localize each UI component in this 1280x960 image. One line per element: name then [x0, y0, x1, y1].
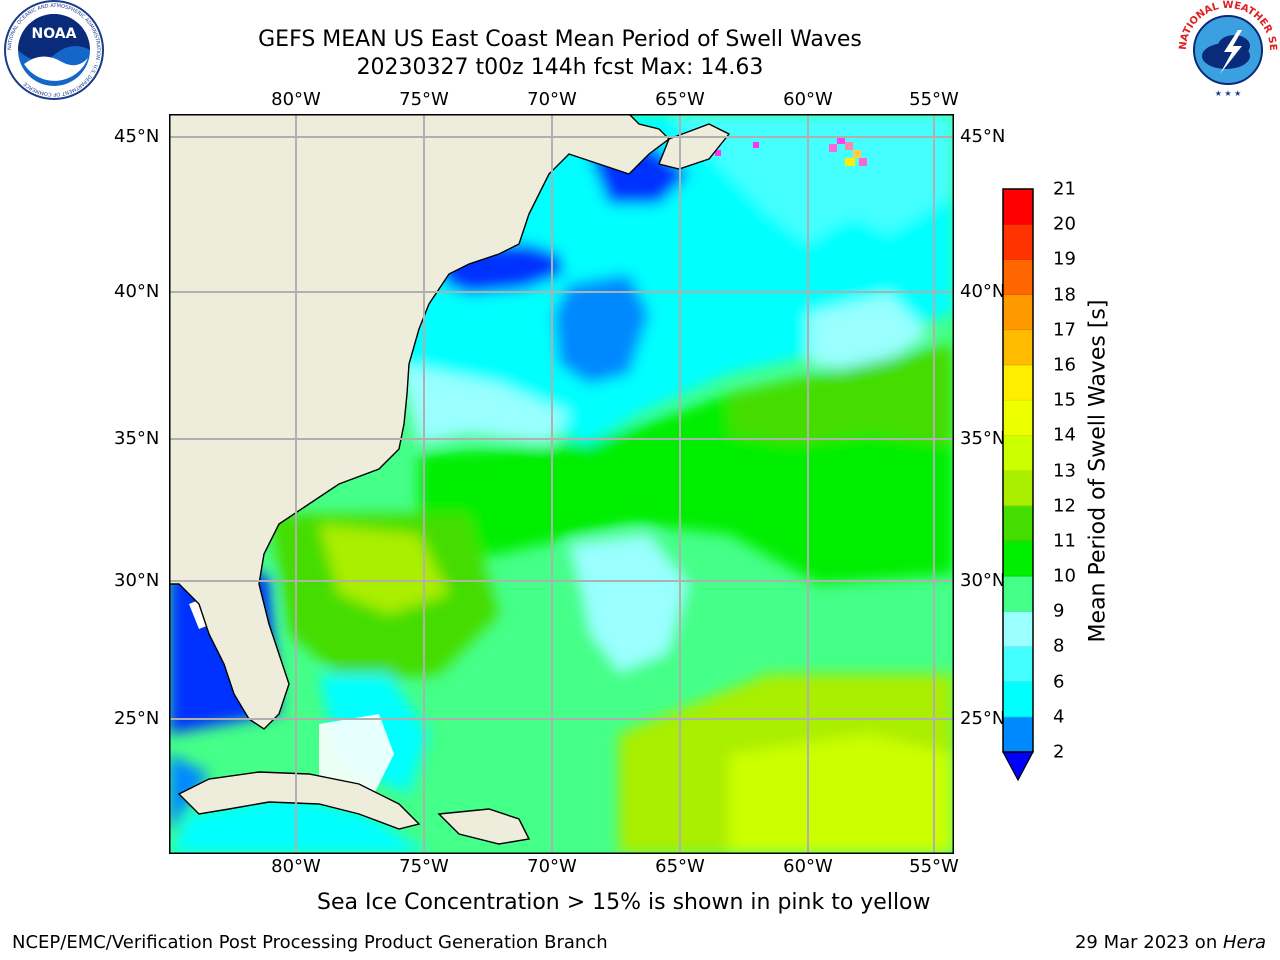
lon-label-top-60w: 60°W: [783, 89, 833, 110]
colorbar-segment: [1003, 364, 1033, 401]
map-frame: [169, 114, 954, 854]
lat-label-left-25n: 25°N: [114, 708, 160, 729]
lat-label-left-45n: 45°N: [114, 126, 160, 147]
colorbar-segments: [1003, 189, 1033, 753]
colorbar-segment: [1003, 611, 1033, 647]
colorbar-segment: [1003, 716, 1033, 753]
lon-label-bottom-55w: 55°W: [909, 856, 959, 877]
map-graticule: [169, 114, 954, 854]
lon-label-top-65w: 65°W: [655, 89, 705, 110]
noaa-text: NOAA: [32, 26, 77, 42]
sea-ice-marker: [715, 136, 867, 166]
colorbar-tick-label: 15: [1053, 389, 1076, 411]
svg-text:★ ★ ★: ★ ★ ★: [1215, 89, 1242, 98]
colorbar-tick-label: 2: [1053, 741, 1065, 763]
hispaniola-land: [437, 808, 531, 845]
colorbar-segment: [1003, 576, 1033, 612]
nova-scotia-land: [658, 123, 731, 170]
chart-subtitle: 20230327 t00z 144h fcst Max: 14.63: [356, 55, 764, 80]
colorbar-tick-label: 20: [1053, 213, 1076, 235]
lon-label-top-55w: 55°W: [909, 89, 959, 110]
lon-label-top-75w: 75°W: [399, 89, 449, 110]
colorbar-segment: [1003, 681, 1033, 718]
colorbar-tick-label: 8: [1053, 635, 1065, 657]
lat-label-right-35n: 35°N: [960, 428, 1006, 449]
lat-label-right-40n: 40°N: [960, 281, 1006, 302]
colorbar-tick-label: 6: [1053, 671, 1065, 693]
north-america-land: [169, 114, 671, 730]
lat-label-right-45n: 45°N: [960, 126, 1006, 147]
colorbar-extend-arrow: [1001, 751, 1035, 782]
colorbar-frame: [1002, 188, 1034, 753]
footer-date: 29 Mar 2023 on: [1074, 932, 1223, 953]
footer-machine: Hera: [1222, 932, 1266, 953]
colorbar-segment: [1003, 540, 1033, 577]
colorbar-segment: [1003, 329, 1033, 366]
lon-label-top-80w: 80°W: [271, 89, 321, 110]
lat-label-left-35n: 35°N: [114, 428, 160, 449]
lat-label-left-30n: 30°N: [114, 570, 160, 591]
lon-label-bottom-80w: 80°W: [271, 856, 321, 877]
colorbar-segment: [1003, 646, 1033, 683]
footer-timestamp: 29 Mar 2023 on Hera: [1075, 932, 1266, 953]
swell-period-map: [169, 114, 954, 854]
lon-label-bottom-75w: 75°W: [399, 856, 449, 877]
colorbar-tick-label: 10: [1053, 565, 1076, 587]
colorbar-segment: [1003, 294, 1033, 331]
colorbar-tick-label: 16: [1053, 354, 1076, 376]
nws-logo: NATIONAL WEATHER SERVICE ★ ★ ★: [1176, 0, 1278, 99]
chart-title: GEFS MEAN US East Coast Mean Period of S…: [258, 27, 862, 52]
lon-label-top-70w: 70°W: [527, 89, 577, 110]
colorbar-segment: [1003, 505, 1033, 542]
lat-label-right-25n: 25°N: [960, 708, 1006, 729]
noaa-logo: NOAA NATIONAL OCEANIC AND ATMOSPHERIC AD…: [4, 0, 104, 100]
lat-label-left-40n: 40°N: [114, 281, 160, 302]
colorbar-segment: [1003, 400, 1033, 436]
colorbar: [1001, 188, 1035, 782]
lat-label-right-30n: 30°N: [960, 570, 1006, 591]
sea-ice-note: Sea Ice Concentration > 15% is shown in …: [317, 890, 931, 915]
colorbar-segment: [1003, 224, 1033, 260]
colorbar-tick-label: 12: [1053, 495, 1076, 517]
colorbar-segment: [1003, 470, 1033, 507]
colorbar-tick-label: 21: [1053, 178, 1076, 200]
cuba-land: [177, 771, 421, 830]
lon-label-bottom-65w: 65°W: [655, 856, 705, 877]
colorbar-segment: [1003, 259, 1033, 296]
lon-label-bottom-60w: 60°W: [783, 856, 833, 877]
colorbar-label: Mean Period of Swell Waves [s]: [1085, 299, 1111, 643]
colorbar-tick-label: 4: [1053, 706, 1065, 728]
lon-label-bottom-70w: 70°W: [527, 856, 577, 877]
footer-branch: NCEP/EMC/Verification Post Processing Pr…: [12, 932, 608, 953]
colorbar-tick-label: 18: [1053, 284, 1076, 306]
colorbar-tick-label: 13: [1053, 460, 1076, 481]
colorbar-tick-label: 11: [1053, 530, 1076, 552]
colorbar-segment: [1003, 435, 1033, 471]
colorbar-tick-label: 14: [1053, 424, 1076, 446]
colorbar-segment: [1003, 189, 1033, 225]
colorbar-tick-label: 19: [1053, 248, 1076, 270]
colorbar-tick-label: 17: [1053, 319, 1076, 341]
colorbar-tick-label: 9: [1053, 600, 1065, 622]
